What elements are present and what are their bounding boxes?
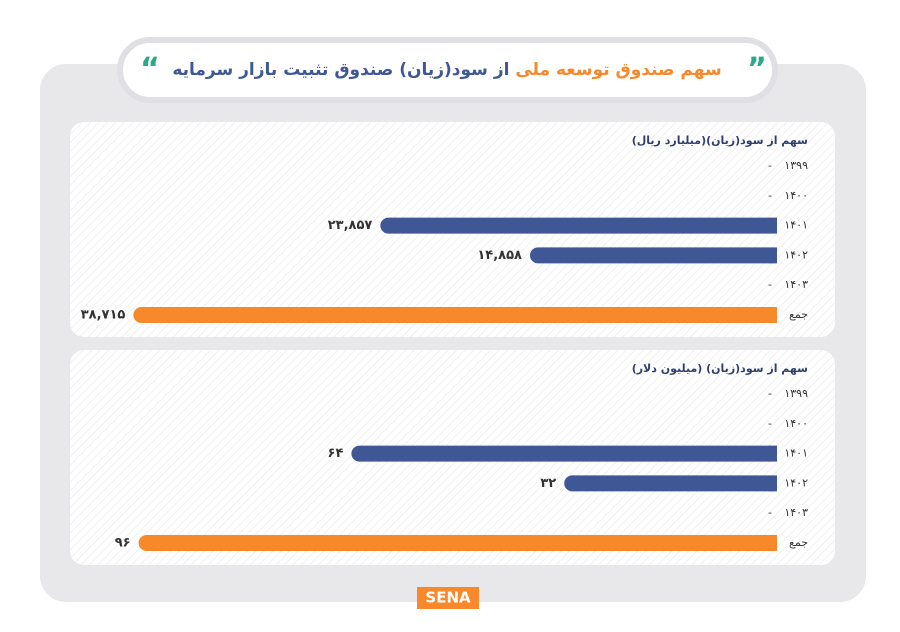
value-label: - [768,189,772,202]
category-label: ۱۴۰۰ [784,417,808,430]
bar-end [769,475,777,492]
logo: SENA [417,587,479,609]
quote-mark: ” [747,52,767,87]
value-label: - [768,278,772,291]
category-label: ۱۴۰۲ [784,248,808,261]
category-label: ۱۴۰۰ [784,189,808,202]
title-pill [117,37,778,103]
category-label: ۱۴۰۳ [784,506,808,519]
category-label: جمع [789,536,808,549]
category-label: ۱۴۰۱ [784,219,808,232]
bar-end [769,445,777,462]
bar [351,445,777,462]
quote-mark: “ [140,52,160,87]
bar-end [769,535,777,551]
value-label: ۳۲ [540,476,556,491]
bar [133,307,777,323]
category-label: جمع [789,308,808,321]
category-label: ۱۴۰۱ [784,447,808,460]
title-rest: از سود(زیان) صندوق تثبیت بازار سرمایه [172,60,509,80]
value-label: - [768,506,772,519]
bar [529,247,777,264]
value-label: - [768,417,772,430]
category-label: ۱۳۹۹ [784,387,808,400]
bar-end [769,307,777,323]
value-label: ۲۳,۸۵۷ [328,218,373,233]
chart-title: سهم از سود(زیان) (میلیون دلار) [632,362,808,375]
bar-end [769,217,777,234]
category-label: ۱۴۰۳ [784,278,808,291]
value-label: ۳۸,۷۱۵ [81,308,126,323]
bar [138,535,778,551]
category-label: ۱۳۹۹ [784,159,808,172]
value-label: ۶۴ [328,446,344,461]
bar-end [769,247,777,264]
title-highlight: سهم صندوق توسعه ملی [515,60,721,80]
category-label: ۱۴۰۲ [784,476,808,489]
logo-text: SENA [425,589,471,607]
chart-title: سهم از سود(زیان)(میلیارد ریال) [632,134,808,147]
value-label: ۱۴,۸۵۸ [477,248,522,263]
value-label: ۹۶ [115,536,131,551]
value-label: - [768,387,772,400]
value-label: - [768,159,772,172]
bar [380,217,777,234]
logo-box [417,587,479,609]
bar [564,475,777,492]
title: سهم صندوق توسعه ملی از سود(زیان) صندوق ت… [172,60,721,80]
